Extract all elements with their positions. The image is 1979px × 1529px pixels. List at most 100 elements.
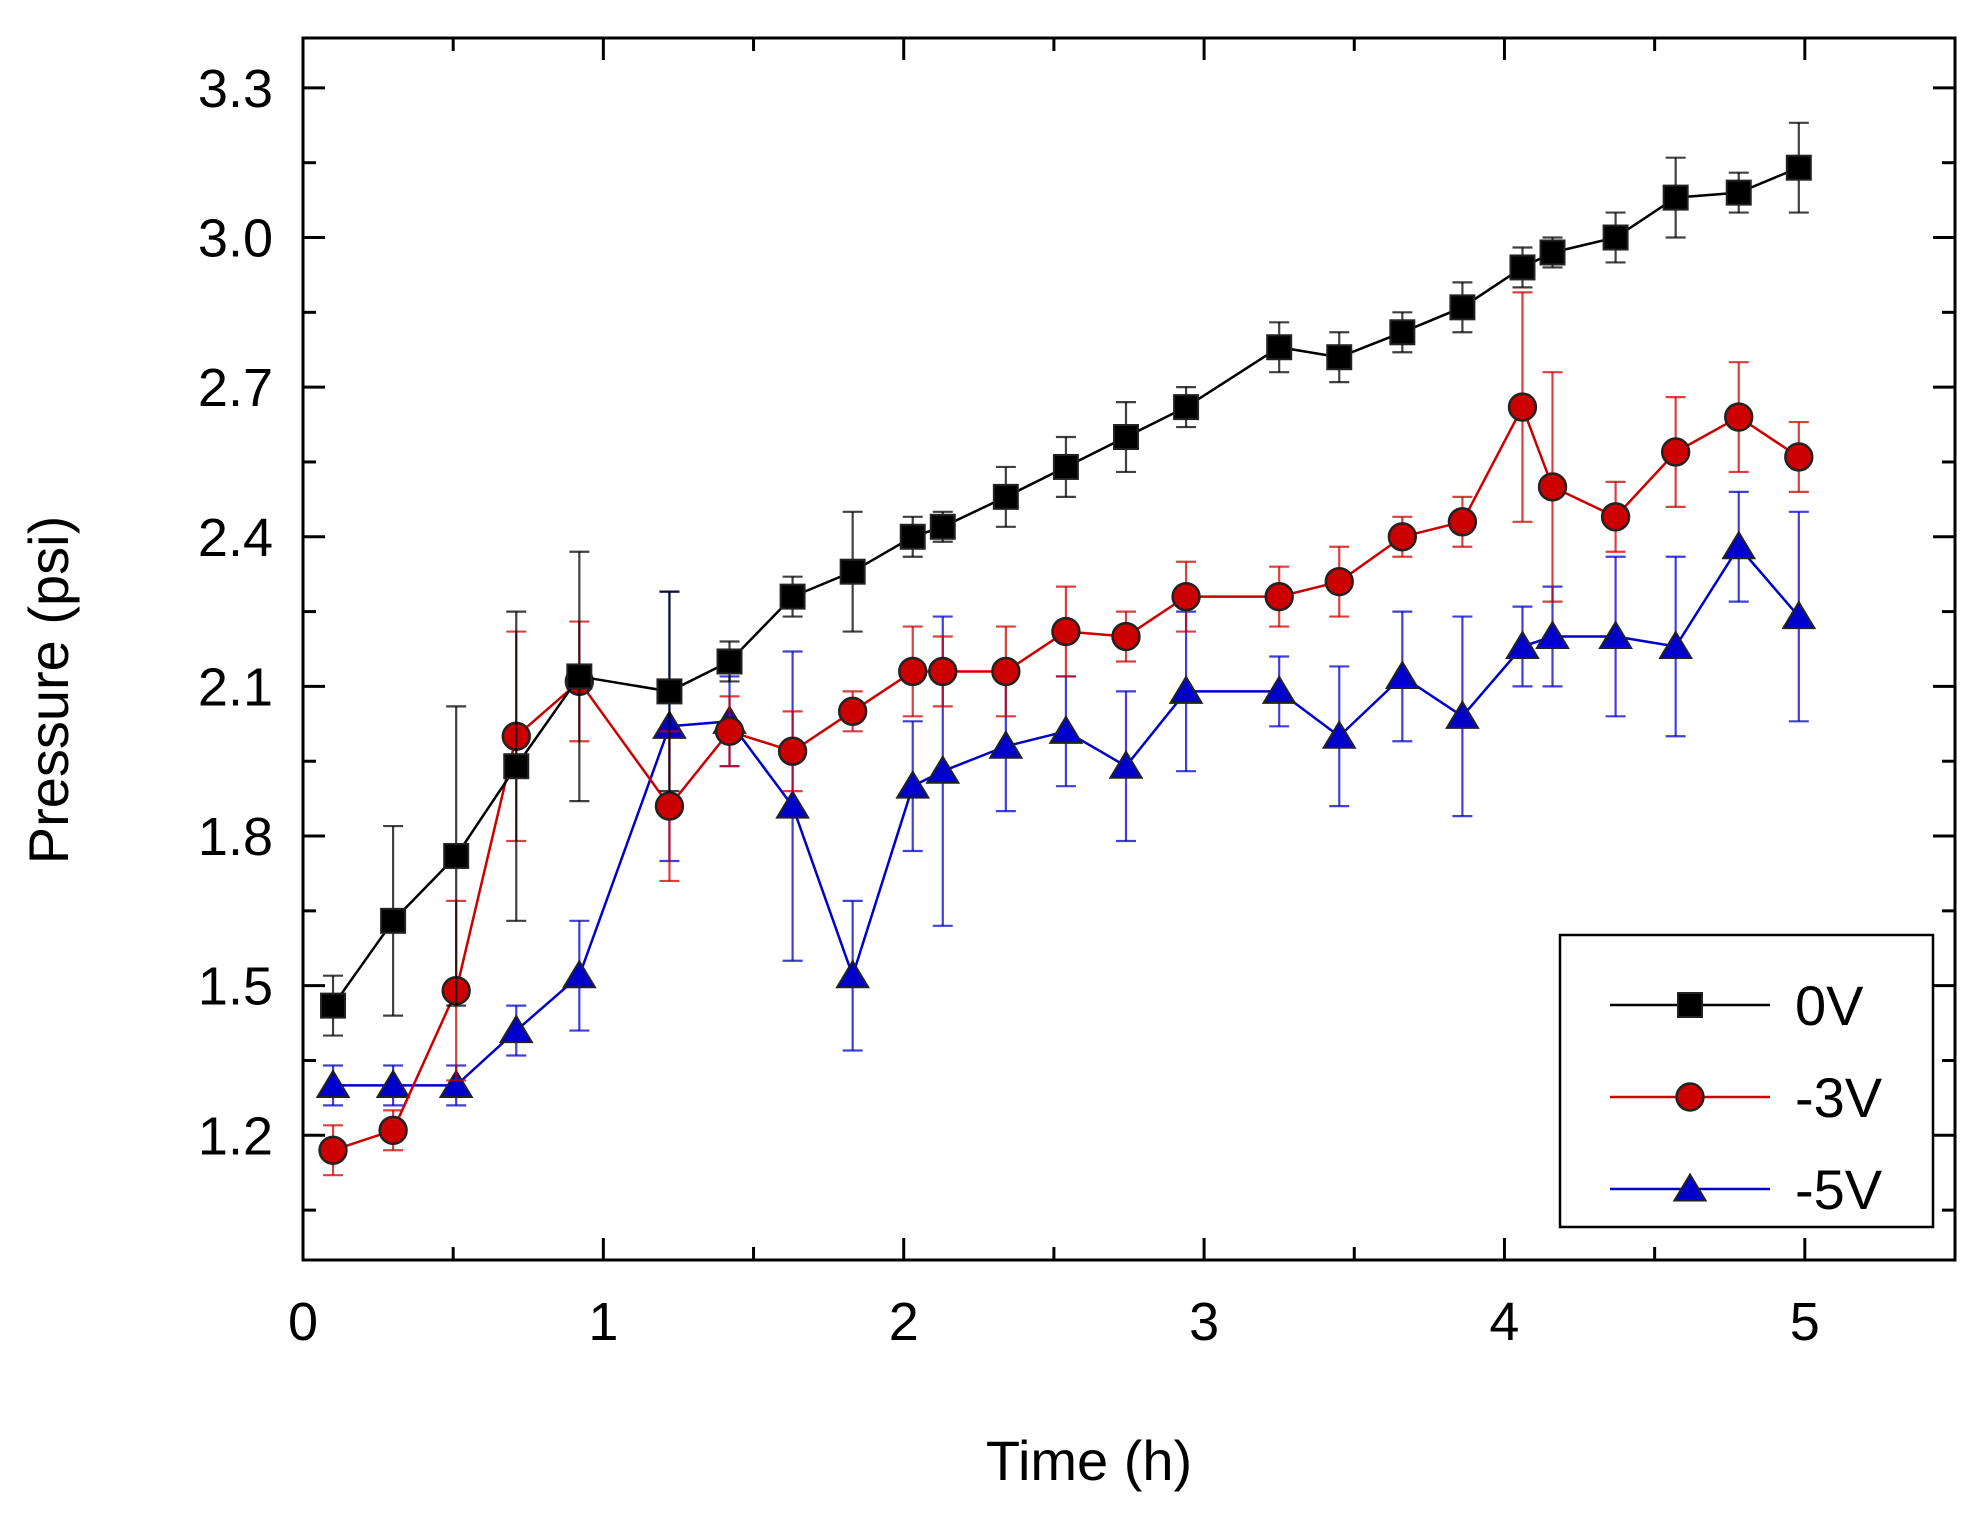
data-point — [988, 729, 1024, 759]
data-point — [835, 959, 871, 989]
data-point — [716, 648, 743, 675]
axes: 0 1 2 3 4 5 1.2 1.5 1.8 2.1 2.4 2.7 3.0 3.3 — [198, 36, 1957, 1352]
x-tick-label: 4 — [1489, 1292, 1519, 1352]
data-point — [1173, 394, 1200, 421]
data-point — [779, 583, 806, 610]
data-point — [1598, 620, 1633, 650]
x-tick-label: 3 — [1189, 1292, 1219, 1352]
data-point — [1660, 437, 1691, 467]
data-point — [1509, 254, 1536, 281]
data-point — [775, 789, 810, 819]
data-point — [1052, 453, 1079, 480]
legend-label: -5V — [1795, 1158, 1883, 1221]
series-square-0v — [320, 121, 1812, 1037]
data-point — [566, 663, 593, 690]
data-point — [656, 678, 683, 705]
data-point — [1539, 239, 1566, 266]
data-point — [443, 842, 470, 869]
x-tick-label: 0 — [288, 1292, 318, 1352]
data-point — [714, 716, 745, 746]
data-point — [839, 558, 866, 585]
data-point — [1535, 620, 1570, 650]
data-point — [1321, 719, 1357, 749]
data-point — [1264, 581, 1294, 612]
data-point — [1781, 600, 1817, 630]
legend-marker — [1675, 1082, 1705, 1112]
data-point — [1505, 630, 1540, 660]
data-point — [1658, 630, 1694, 660]
legend-box — [1558, 933, 1935, 1229]
data-point — [1171, 581, 1201, 612]
data-point — [654, 791, 685, 821]
data-point — [1600, 502, 1631, 532]
data-point — [1785, 154, 1812, 181]
data-point — [1384, 660, 1420, 689]
data-point — [1447, 507, 1478, 537]
data-point — [438, 1069, 474, 1098]
x-axis-label: Time (h) — [986, 1429, 1192, 1492]
data-point — [1051, 616, 1081, 647]
y-tick-label: 3.3 — [198, 59, 273, 119]
data-point — [1168, 675, 1204, 704]
legend-label: 0V — [1795, 974, 1864, 1037]
x-tick-label: 2 — [889, 1292, 919, 1352]
data-point — [498, 1014, 534, 1044]
data-point — [315, 1069, 351, 1098]
data-point — [1112, 424, 1139, 451]
data-point — [1111, 621, 1141, 652]
data-point — [1108, 749, 1144, 779]
data-point — [1724, 402, 1754, 432]
data-point — [895, 769, 931, 799]
data-point — [992, 483, 1019, 510]
data-point — [1537, 472, 1568, 502]
data-point — [378, 1115, 408, 1146]
data-point — [837, 696, 868, 727]
data-point — [1602, 224, 1629, 251]
y-tick-label: 2.4 — [198, 508, 273, 568]
x-tick-label: 5 — [1790, 1292, 1820, 1352]
data-point — [1784, 442, 1814, 472]
data-point — [1266, 334, 1293, 361]
legend-label: -3V — [1795, 1066, 1883, 1129]
data-point — [320, 992, 347, 1019]
legend-marker — [1672, 1172, 1708, 1202]
legend-marker — [1677, 992, 1703, 1018]
data-point — [561, 959, 597, 989]
y-tick-label: 1.8 — [198, 807, 273, 867]
y-tick-label: 1.5 — [198, 957, 273, 1017]
y-axis-label: Pressure (psi) — [17, 516, 80, 865]
data-point — [1449, 294, 1476, 321]
data-point — [1445, 699, 1480, 729]
y-tick-label: 2.7 — [198, 358, 273, 418]
data-point — [928, 656, 958, 687]
data-point — [898, 656, 928, 687]
data-point — [318, 1135, 348, 1165]
data-point — [929, 513, 956, 540]
y-tick-label: 2.1 — [198, 657, 273, 717]
data-point — [925, 754, 961, 784]
data-point — [1326, 344, 1353, 371]
data-point — [1324, 566, 1354, 597]
data-point — [1261, 675, 1297, 704]
data-point — [1507, 392, 1538, 422]
data-point — [1048, 714, 1084, 744]
data-point — [1721, 530, 1757, 560]
data-point — [991, 656, 1021, 687]
series-group — [315, 121, 1817, 1177]
data-point — [1387, 522, 1418, 552]
data-point — [1662, 184, 1689, 211]
legend: 0V -3V -5V — [1558, 933, 1935, 1229]
x-tick-label: 1 — [588, 1292, 618, 1352]
data-point — [503, 753, 530, 780]
y-tick-label: 3.0 — [198, 209, 273, 269]
plot-frame — [301, 36, 1957, 1262]
data-point — [777, 736, 808, 766]
data-point — [1725, 179, 1752, 206]
data-point — [380, 907, 407, 934]
data-point — [899, 523, 926, 550]
y-tick-label: 1.2 — [198, 1106, 273, 1166]
data-point — [1389, 319, 1416, 346]
